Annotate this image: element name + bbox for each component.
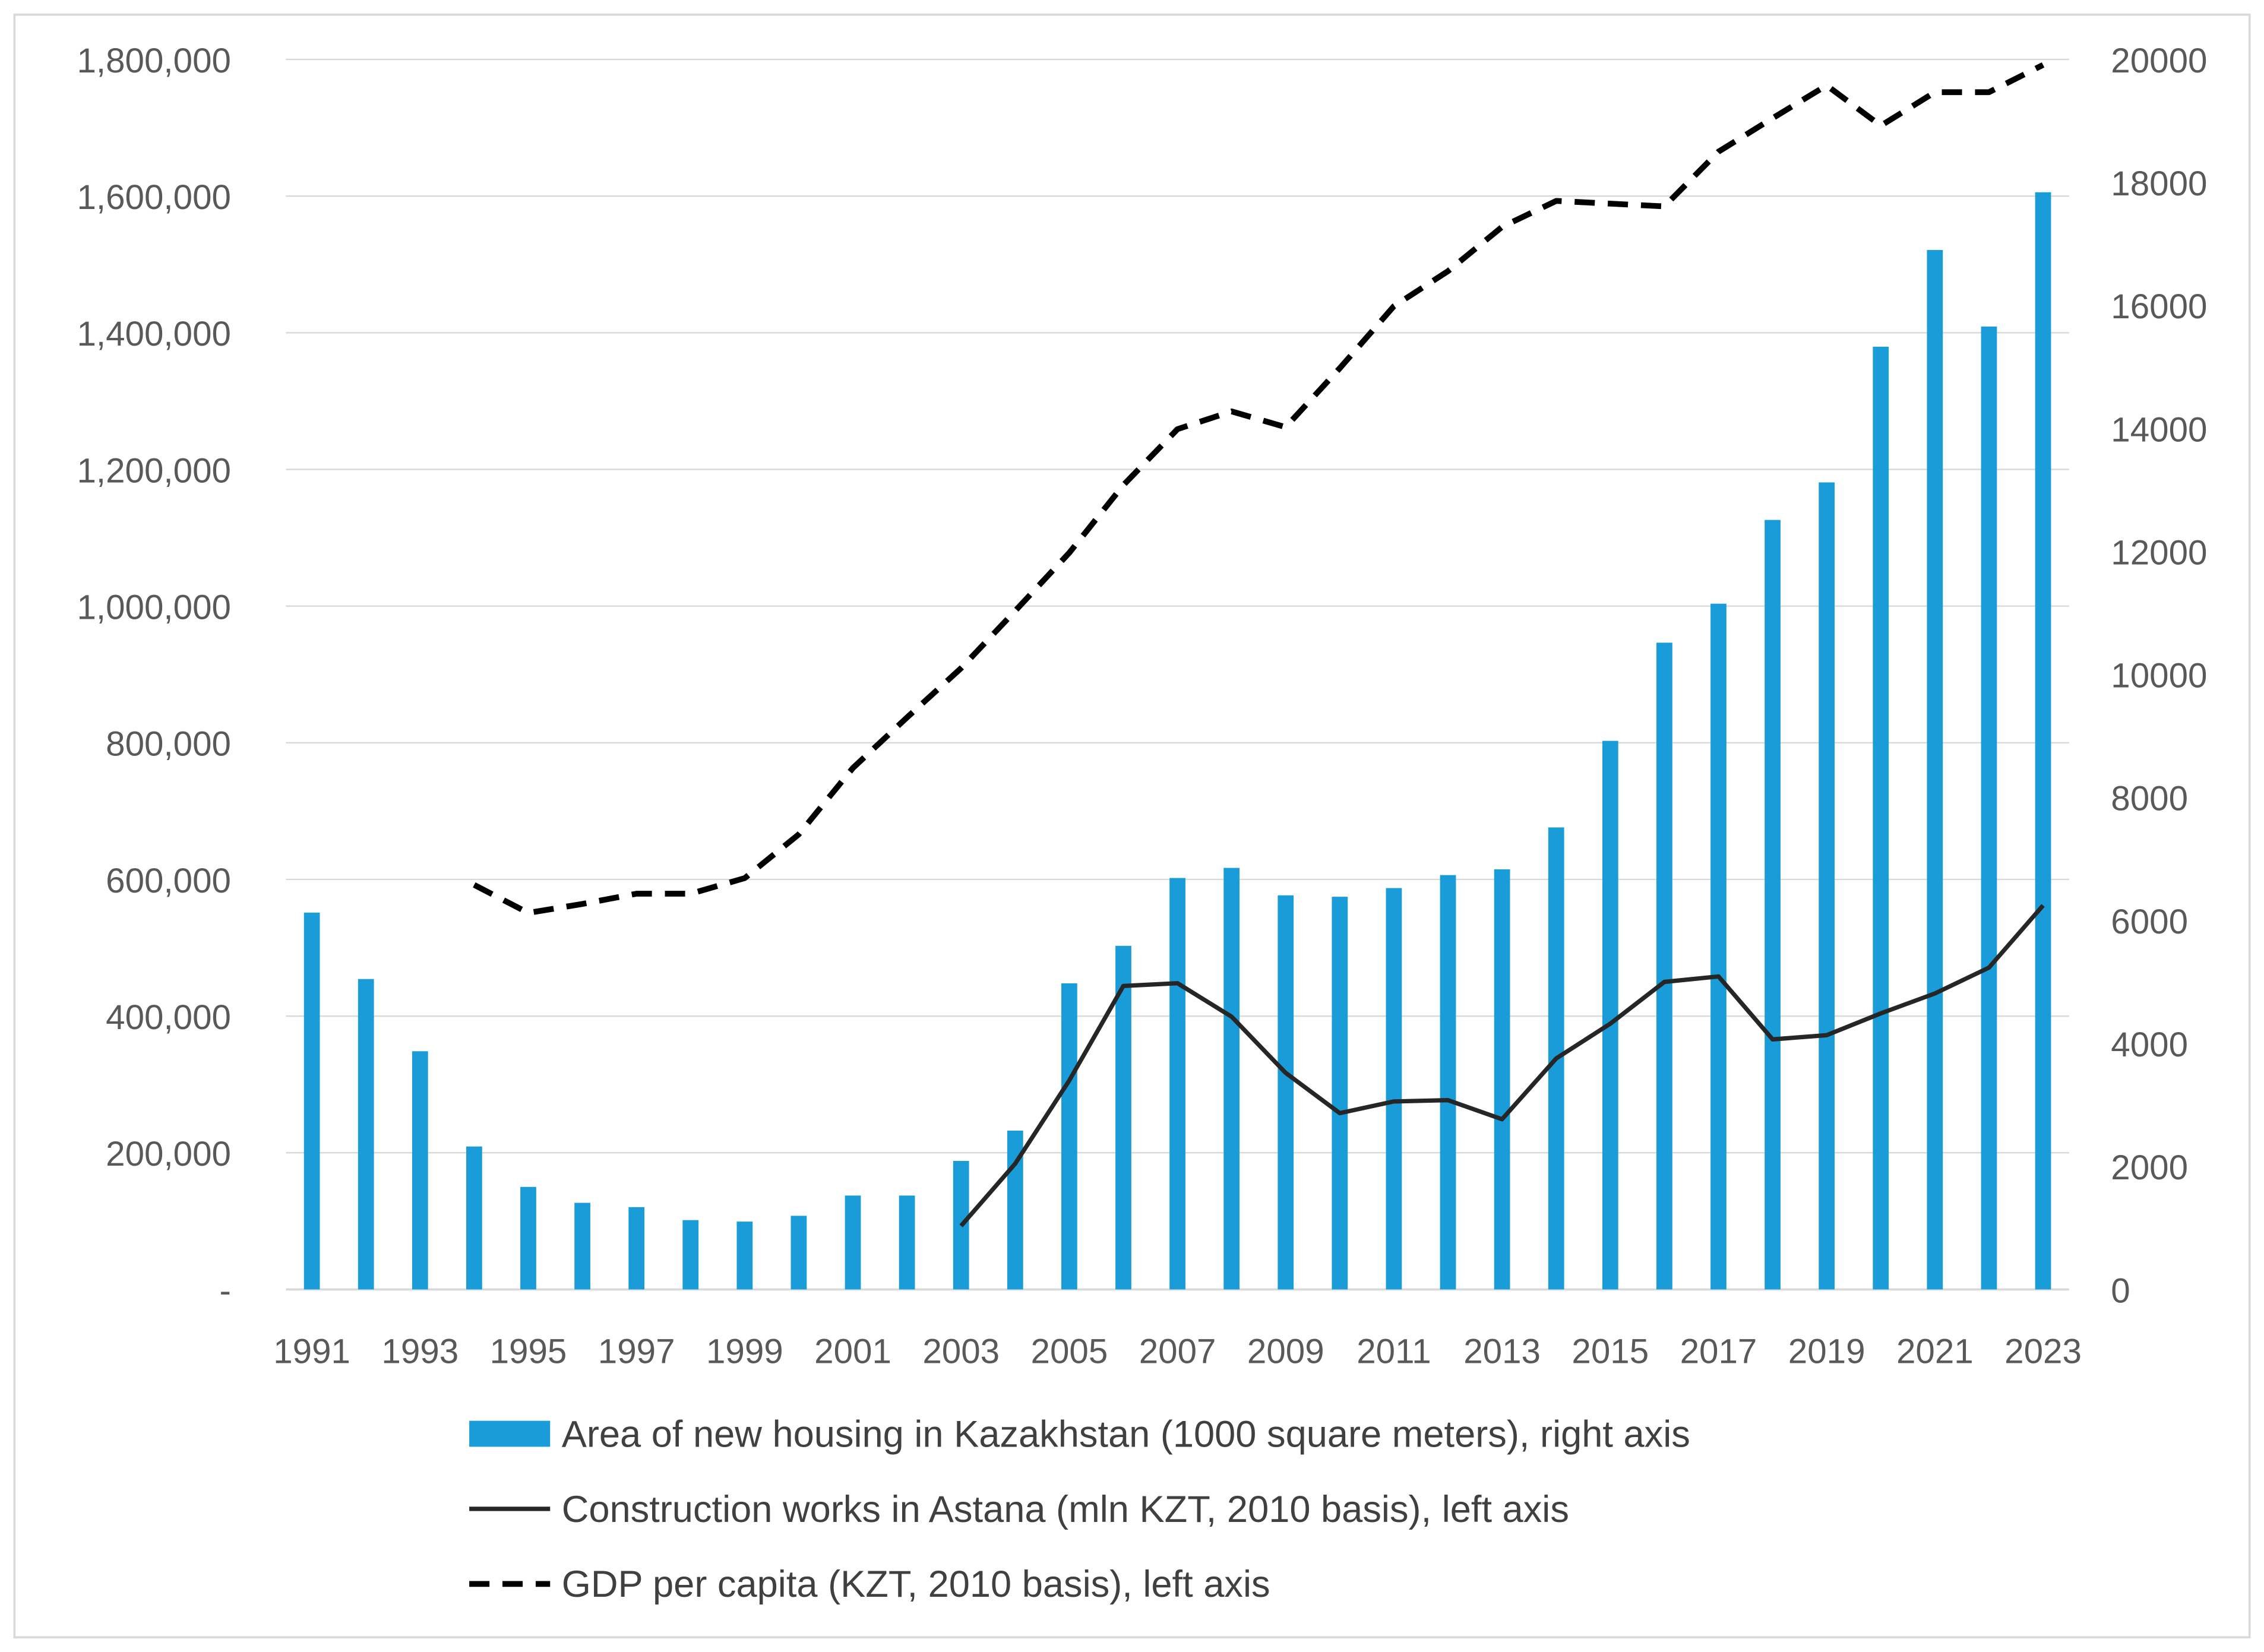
x-axis-tick-label: 2009 — [1247, 1332, 1324, 1371]
legend-label: Area of new housing in Kazakhstan (1000 … — [562, 1413, 1690, 1455]
bar-1997 — [628, 1207, 645, 1290]
left-axis-tick-label: 200,000 — [106, 1135, 231, 1173]
bar-2019 — [1819, 482, 1835, 1290]
bar-2001 — [845, 1195, 861, 1290]
bar-2007 — [1169, 878, 1185, 1290]
x-axis-tick-label: 2019 — [1788, 1332, 1865, 1371]
x-axis-tick-label: 2007 — [1139, 1332, 1216, 1371]
x-axis-tick-label: 2011 — [1356, 1332, 1431, 1371]
axis-ticks: - 200,000 400,000 600,000 800,000 1,000,000 1,… — [77, 42, 2207, 1371]
x-axis-tick-label: 1999 — [706, 1332, 783, 1371]
bar-2021 — [1927, 250, 1943, 1290]
bar-2020 — [1873, 346, 1889, 1290]
x-axis-tick-label: 2017 — [1680, 1332, 1757, 1371]
chart-frame — [13, 13, 2251, 1639]
left-axis-tick-label: 1,800,000 — [77, 42, 231, 80]
bar-2012 — [1440, 875, 1456, 1290]
x-axis-tick-label: 1995 — [490, 1332, 567, 1371]
left-axis-tick-label: 1,000,000 — [77, 588, 231, 627]
bar-1996 — [574, 1202, 590, 1290]
bar-series — [303, 192, 2051, 1290]
x-axis-tick-label: 2003 — [922, 1332, 1000, 1371]
bar-2022 — [1981, 326, 1997, 1290]
bar-1998 — [682, 1220, 699, 1290]
right-axis-tick-label: 20000 — [2111, 42, 2207, 80]
legend-swatch-bar — [469, 1420, 551, 1447]
right-axis-tick-label: 4000 — [2111, 1026, 2188, 1064]
bar-2000 — [790, 1216, 807, 1290]
x-axis-tick-label: 2023 — [2004, 1332, 2082, 1371]
bar-1992 — [358, 979, 374, 1290]
left-axis-tick-label: 1,600,000 — [77, 178, 231, 217]
left-axis-tick-label: 800,000 — [106, 725, 231, 764]
x-axis-tick-label: 2013 — [1463, 1332, 1541, 1371]
right-axis-tick-label: 16000 — [2111, 287, 2207, 326]
left-axis-tick-label: 1,200,000 — [77, 451, 231, 490]
bar-2002 — [899, 1195, 915, 1290]
bar-2011 — [1386, 888, 1402, 1290]
bar-1991 — [303, 912, 320, 1290]
bar-2017 — [1710, 603, 1727, 1290]
bar-2013 — [1494, 869, 1510, 1290]
x-axis-tick-label: 1993 — [381, 1332, 459, 1371]
right-axis-tick-label: 14000 — [2111, 410, 2207, 449]
bar-2018 — [1765, 520, 1781, 1290]
bar-2023 — [2035, 192, 2051, 1290]
right-axis-tick-label: 18000 — [2111, 164, 2207, 203]
right-axis-tick-label: 10000 — [2111, 657, 2207, 695]
x-axis-tick-label: 1991 — [273, 1332, 350, 1371]
bar-1993 — [412, 1051, 428, 1290]
bar-2005 — [1061, 983, 1077, 1290]
line-series — [473, 62, 2045, 1227]
x-axis-tick-label: 2005 — [1031, 1332, 1108, 1371]
left-axis-tick-label: 1,400,000 — [77, 315, 231, 353]
bar-1999 — [736, 1221, 753, 1290]
bar-2006 — [1115, 945, 1131, 1290]
legend-label: Construction works in Astana (mln KZT, 2… — [562, 1489, 1569, 1530]
right-axis-tick-label: 12000 — [2111, 533, 2207, 572]
bar-2008 — [1223, 868, 1240, 1290]
bar-2015 — [1602, 740, 1618, 1290]
right-axis-tick-label: 8000 — [2111, 780, 2188, 818]
bar-2009 — [1278, 895, 1294, 1290]
left-axis-tick-label: 600,000 — [106, 862, 231, 900]
gridlines — [286, 58, 2069, 1291]
x-axis-tick-label: 2001 — [814, 1332, 891, 1371]
left-axis-tick-label: 400,000 — [106, 998, 231, 1037]
gdp-per-capita-line — [473, 62, 2045, 916]
bar-1994 — [466, 1146, 482, 1290]
right-axis-tick-label: 2000 — [2111, 1148, 2188, 1187]
legend: Area of new housing in Kazakhstan (1000 … — [469, 1413, 1690, 1605]
bar-2016 — [1656, 643, 1672, 1290]
legend-label: GDP per capita (KZT, 2010 basis), left a… — [562, 1564, 1270, 1605]
right-axis-tick-label: 6000 — [2111, 903, 2188, 941]
bar-1995 — [520, 1186, 536, 1290]
x-axis-tick-label: 1997 — [598, 1332, 675, 1371]
x-axis-tick-label: 2021 — [1896, 1332, 1974, 1371]
left-axis-tick-label: - — [220, 1271, 231, 1310]
right-axis-tick-label: 0 — [2111, 1271, 2130, 1310]
x-axis-tick-label: 2015 — [1571, 1332, 1649, 1371]
bar-2010 — [1332, 897, 1348, 1290]
